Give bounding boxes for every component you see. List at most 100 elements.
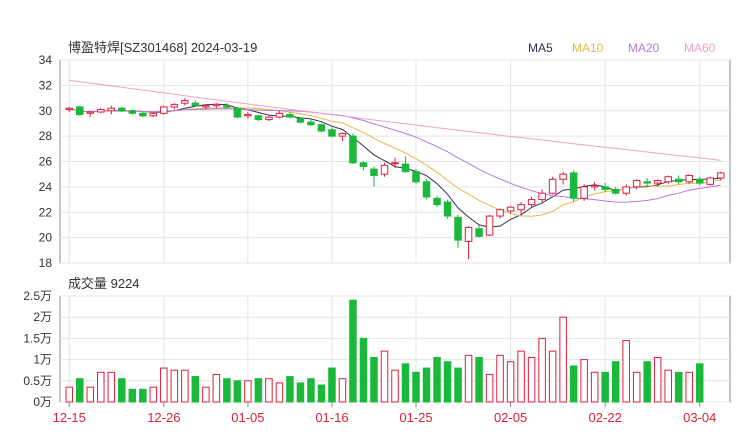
volume-bar	[65, 386, 74, 403]
candle-body	[181, 100, 189, 104]
candle	[674, 175, 683, 185]
candle	[580, 184, 588, 201]
volume-bar	[128, 388, 137, 403]
candle	[370, 166, 378, 187]
volume-bar	[244, 380, 252, 403]
candle	[349, 133, 357, 165]
candle	[601, 183, 609, 192]
candle-body	[706, 177, 714, 185]
candle-body	[632, 180, 641, 188]
volume-bar	[76, 378, 84, 403]
ma20-line	[69, 107, 721, 203]
volume-bar	[170, 369, 179, 403]
candle	[454, 214, 462, 248]
candle-body	[695, 178, 704, 184]
candle	[611, 186, 620, 195]
candle-body	[275, 112, 284, 118]
candle	[223, 103, 231, 109]
volume-axis: 0万 0.5万 1万 1.5万 2万 2.5万	[23, 289, 52, 409]
candle-body	[643, 181, 651, 184]
x-tick-label: 03-04	[683, 410, 716, 425]
volume-bar	[118, 378, 126, 403]
candle	[422, 179, 431, 200]
volume-bar	[622, 340, 630, 403]
volume-bar	[506, 361, 515, 403]
price-tick-label: 32	[39, 78, 53, 92]
candle-body	[212, 103, 221, 107]
candle-body	[191, 102, 200, 107]
candle	[317, 123, 326, 133]
candle-body	[296, 117, 305, 123]
candle	[412, 169, 420, 185]
candle-body	[139, 112, 147, 117]
price-tick-label: 26	[39, 155, 53, 169]
candle	[716, 171, 725, 181]
volume-bar	[139, 388, 147, 403]
volume-bar	[265, 378, 273, 403]
volume-bar	[149, 386, 158, 403]
candle	[643, 177, 651, 186]
candle	[233, 106, 242, 119]
candle-body	[401, 163, 410, 173]
volume-bar	[548, 350, 557, 403]
candle-body	[170, 103, 179, 108]
candle-body	[611, 188, 620, 194]
candle-body	[412, 171, 420, 183]
volume-bar	[475, 356, 483, 403]
volume-tick-label: 2.5万	[23, 289, 52, 303]
candle-body	[433, 197, 441, 206]
volume-bar	[391, 369, 399, 403]
volume-bar	[559, 316, 567, 403]
candle-body	[65, 107, 74, 110]
candle	[538, 189, 546, 203]
volume-bar	[433, 356, 441, 403]
volume-bar	[590, 371, 599, 403]
candle	[286, 112, 294, 119]
candle-body	[265, 116, 273, 121]
candle-body	[548, 178, 557, 194]
price-grid	[60, 59, 730, 402]
candle-body	[601, 186, 609, 190]
candle	[496, 208, 504, 219]
candle	[86, 110, 95, 118]
candle-body	[233, 107, 242, 118]
candle-body	[443, 201, 452, 217]
legend: MA5 MA10 MA20 MA60	[528, 41, 716, 55]
candle	[254, 114, 263, 121]
volume-bar	[674, 371, 683, 403]
candle-body	[76, 106, 84, 116]
x-tick-label: 12-26	[147, 410, 180, 425]
candle	[622, 184, 630, 196]
candle-body	[244, 114, 252, 117]
candle-body	[391, 162, 399, 165]
candle-body	[464, 226, 473, 242]
candle-body	[496, 209, 504, 217]
x-tick-label: 12-15	[53, 410, 86, 425]
candle	[296, 117, 305, 124]
candlesticks	[65, 98, 725, 260]
candle	[559, 171, 567, 185]
volume-bar	[338, 378, 347, 403]
volume-bar	[97, 371, 105, 403]
volume-bar	[580, 359, 588, 403]
candle-body	[590, 185, 599, 188]
candle-body	[118, 107, 126, 112]
candle	[338, 132, 347, 142]
candle	[527, 197, 536, 208]
volume-bar	[275, 382, 284, 403]
volume-bar	[496, 354, 504, 403]
price-tick-label: 18	[39, 256, 53, 270]
candle	[401, 156, 410, 173]
price-tick-label: 22	[39, 205, 53, 219]
volume-bar	[422, 367, 431, 403]
candle	[485, 214, 494, 237]
candle	[695, 176, 704, 186]
volume-bar	[664, 369, 672, 403]
volume-bar	[601, 371, 609, 403]
candle-body	[538, 192, 546, 201]
volume-bar	[160, 367, 168, 403]
volume-bar	[254, 378, 263, 403]
volume-bar	[401, 363, 410, 403]
candle-body	[349, 135, 357, 164]
